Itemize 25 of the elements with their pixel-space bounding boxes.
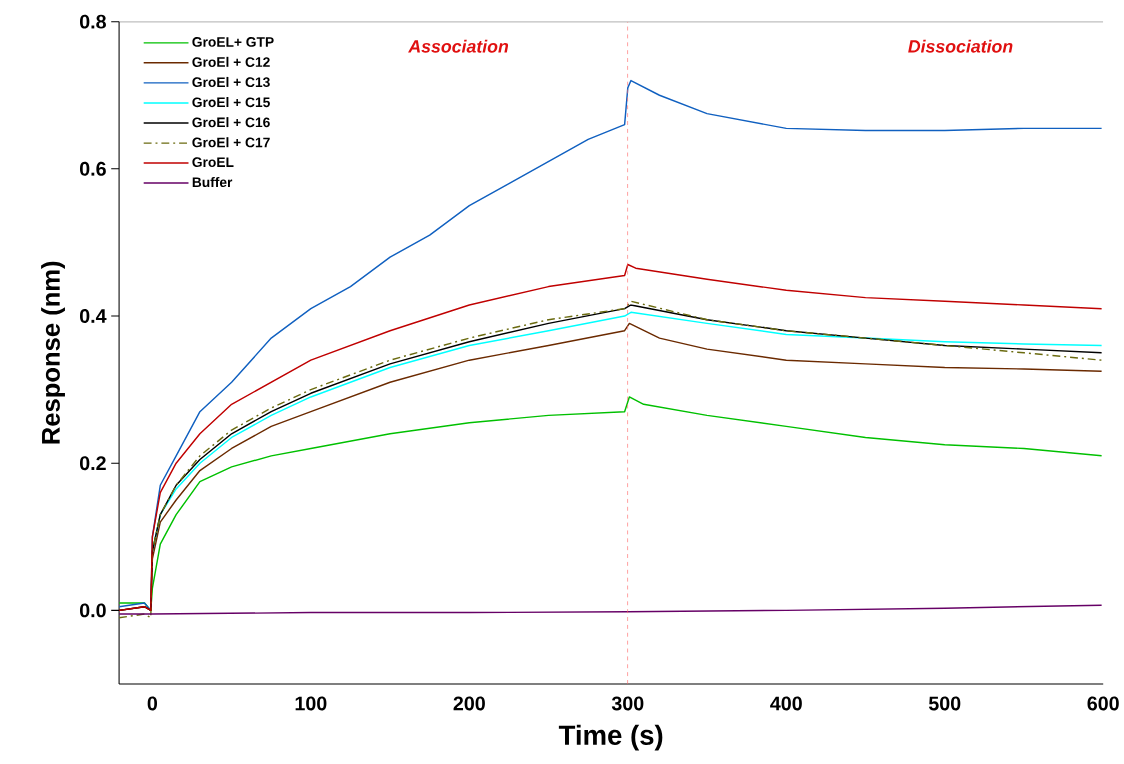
x-tick-label: 300 [611, 696, 644, 711]
legend-label: GroEl + C16 [192, 117, 270, 128]
legend-label: GroEL+ GTP [192, 37, 274, 48]
y-tick-label: 0.2 [80, 456, 106, 471]
x-tick-label: 500 [928, 696, 961, 711]
line-series [119, 604, 1103, 615]
y-tick-label: 0.8 [80, 14, 106, 29]
annotation: Association [408, 39, 509, 53]
legend-label: Buffer [192, 177, 233, 188]
x-tick-label: 400 [770, 696, 802, 711]
y-tick-label: 0.0 [80, 603, 106, 618]
legend-label: GroEl + C13 [192, 77, 270, 88]
legend-label: GroEl + C17 [192, 137, 270, 148]
x-axis-title: Time (s) [558, 724, 663, 751]
y-tick-label: 0.6 [80, 162, 106, 176]
legend-label: GroEL [192, 157, 234, 168]
y-tick-label: 0.4 [80, 309, 107, 324]
x-tick-label: 600 [1087, 696, 1119, 711]
x-tick-label: 100 [295, 696, 327, 711]
legend-label: GroEl + C15 [192, 97, 270, 108]
x-tick-label: 0 [147, 696, 158, 711]
annotation: Dissociation [908, 39, 1013, 53]
y-axis-title: Response (nm) [41, 261, 65, 444]
x-tick-label: 200 [453, 696, 485, 711]
legend-label: GroEl + C12 [192, 56, 270, 68]
